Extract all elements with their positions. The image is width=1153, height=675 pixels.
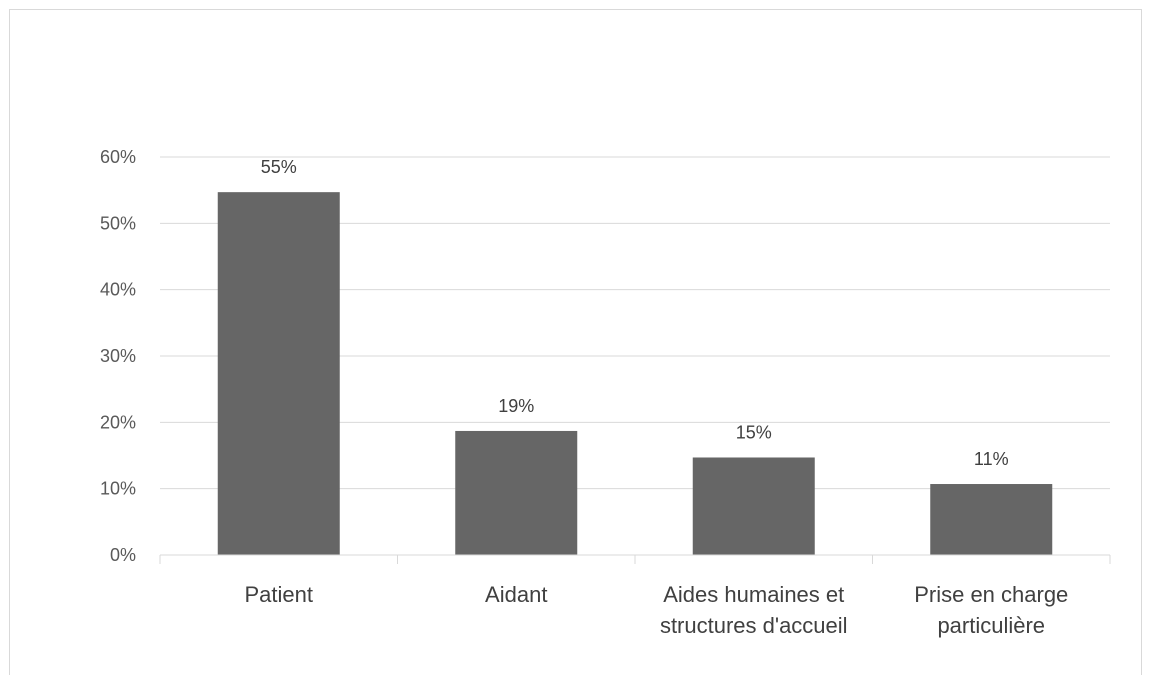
x-axis xyxy=(159,554,1111,564)
bar xyxy=(455,430,578,555)
y-tick-label: 60% xyxy=(100,147,136,167)
bar xyxy=(930,484,1053,555)
data-label: 11% xyxy=(974,449,1009,469)
category-label: Prise en charge particulière xyxy=(914,582,1068,638)
category-label-line: Prise en charge xyxy=(914,582,1068,607)
data-label: 19% xyxy=(498,396,534,416)
y-tick-label: 50% xyxy=(100,213,136,233)
chart-frame xyxy=(9,9,1142,675)
y-axis-tick-labels: 0% 10% 20% 30% 40% 50% 60% xyxy=(100,147,136,565)
category-label-line: particulière xyxy=(937,613,1045,638)
bars xyxy=(217,192,1053,555)
category-label-line: Aidant xyxy=(485,582,547,607)
bar xyxy=(692,457,815,555)
category-label: Aides humaines et structures d'accueil xyxy=(660,582,848,638)
data-labels: 55% 19% 15% 11% xyxy=(261,157,1009,469)
y-tick-label: 10% xyxy=(100,479,136,499)
bar xyxy=(217,192,340,555)
category-label-line: Patient xyxy=(245,582,314,607)
data-label: 55% xyxy=(261,157,297,177)
y-tick-label: 30% xyxy=(100,346,136,366)
category-label: Patient xyxy=(245,582,314,607)
category-label-line: structures d'accueil xyxy=(660,613,848,638)
x-axis-category-labels: Patient Aidant Aides humaines et structures… xyxy=(245,582,1069,638)
category-label-line: Aides humaines et xyxy=(663,582,844,607)
y-tick-label: 40% xyxy=(100,280,136,300)
category-label: Aidant xyxy=(485,582,547,607)
y-tick-label: 0% xyxy=(110,545,136,565)
data-label: 15% xyxy=(736,422,772,442)
y-tick-label: 20% xyxy=(100,412,136,432)
